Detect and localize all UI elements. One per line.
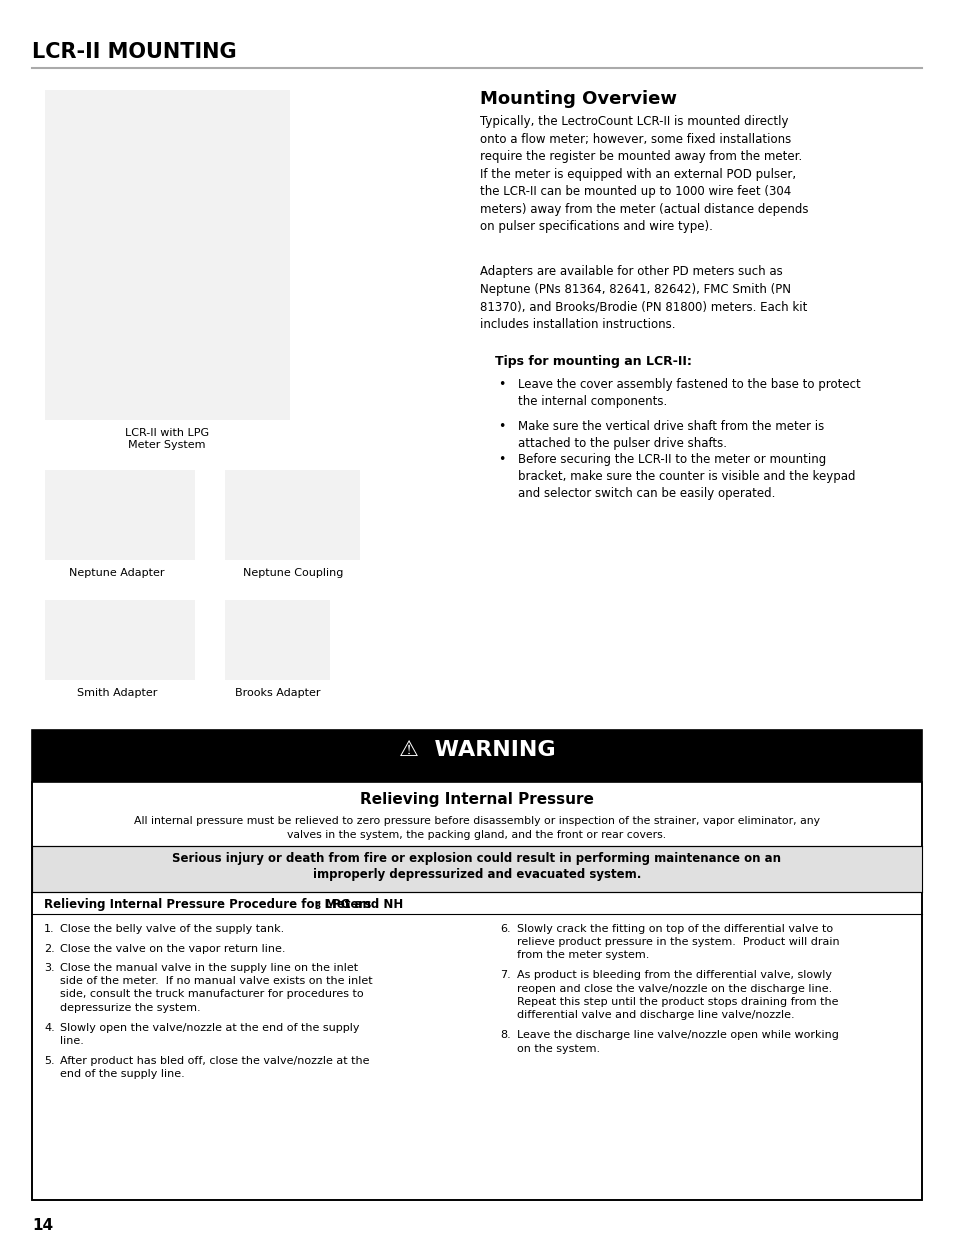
Text: 7.: 7. xyxy=(499,971,510,981)
Text: Adapters are available for other PD meters such as
Neptune (PNs 81364, 82641, 82: Adapters are available for other PD mete… xyxy=(479,266,806,331)
Text: Close the manual valve in the supply line on the inlet
side of the meter.  If no: Close the manual valve in the supply lin… xyxy=(60,963,373,1013)
Text: Relieving Internal Pressure Procedure for LPG and NH: Relieving Internal Pressure Procedure fo… xyxy=(44,898,403,911)
Text: ⚠  WARNING: ⚠ WARNING xyxy=(398,740,555,760)
Text: Serious injury or death from fire or explosion could result in performing mainte: Serious injury or death from fire or exp… xyxy=(172,852,781,864)
Text: 6.: 6. xyxy=(499,924,510,934)
Text: Close the belly valve of the supply tank.: Close the belly valve of the supply tank… xyxy=(60,924,284,934)
Bar xyxy=(45,90,290,420)
Text: After product has bled off, close the valve/nozzle at the
end of the supply line: After product has bled off, close the va… xyxy=(60,1056,369,1079)
Text: LCR-II with LPG
Meter System: LCR-II with LPG Meter System xyxy=(125,429,209,450)
Text: Brooks Adapter: Brooks Adapter xyxy=(235,688,320,698)
Text: 3.: 3. xyxy=(44,963,54,973)
Text: 1.: 1. xyxy=(44,924,54,934)
Text: Tips for mounting an LCR-II:: Tips for mounting an LCR-II: xyxy=(495,354,691,368)
Text: 3: 3 xyxy=(314,902,320,911)
Text: Slowly crack the fitting on top of the differential valve to
relieve product pre: Slowly crack the fitting on top of the d… xyxy=(517,924,839,961)
Text: Make sure the vertical drive shaft from the meter is
attached to the pulser driv: Make sure the vertical drive shaft from … xyxy=(517,420,823,450)
Text: improperly depressurized and evacuated system.: improperly depressurized and evacuated s… xyxy=(313,868,640,881)
Text: Leave the discharge line valve/nozzle open while working
on the system.: Leave the discharge line valve/nozzle op… xyxy=(517,1030,838,1053)
Text: 14: 14 xyxy=(32,1218,53,1233)
Bar xyxy=(45,471,194,559)
Text: 8.: 8. xyxy=(499,1030,510,1041)
Text: Mounting Overview: Mounting Overview xyxy=(479,90,677,107)
Text: Leave the cover assembly fastened to the base to protect
the internal components: Leave the cover assembly fastened to the… xyxy=(517,378,860,408)
Text: Slowly open the valve/nozzle at the end of the supply
line.: Slowly open the valve/nozzle at the end … xyxy=(60,1023,359,1046)
Text: As product is bleeding from the differential valve, slowly
reopen and close the : As product is bleeding from the differen… xyxy=(517,971,838,1020)
Text: •: • xyxy=(497,453,505,466)
Bar xyxy=(32,846,921,892)
Text: Smith Adapter: Smith Adapter xyxy=(77,688,157,698)
Bar xyxy=(225,471,359,559)
Text: Typically, the LectroCount LCR-II is mounted directly
onto a flow meter; however: Typically, the LectroCount LCR-II is mou… xyxy=(479,115,807,233)
Bar xyxy=(32,846,921,892)
Bar xyxy=(32,782,921,1200)
Bar xyxy=(32,730,921,1200)
Text: All internal pressure must be relieved to zero pressure before disassembly or in: All internal pressure must be relieved t… xyxy=(133,816,820,826)
Text: 5.: 5. xyxy=(44,1056,54,1066)
Text: LCR-II MOUNTING: LCR-II MOUNTING xyxy=(32,42,236,62)
Text: valves in the system, the packing gland, and the front or rear covers.: valves in the system, the packing gland,… xyxy=(287,830,666,840)
Text: 4.: 4. xyxy=(44,1023,54,1032)
Bar xyxy=(225,600,330,680)
Text: Neptune Adapter: Neptune Adapter xyxy=(70,568,165,578)
Text: Neptune Coupling: Neptune Coupling xyxy=(243,568,343,578)
Text: Relieving Internal Pressure: Relieving Internal Pressure xyxy=(359,792,594,806)
Text: Before securing the LCR-II to the meter or mounting
bracket, make sure the count: Before securing the LCR-II to the meter … xyxy=(517,453,855,500)
Text: •: • xyxy=(497,378,505,391)
Text: Close the valve on the vapor return line.: Close the valve on the vapor return line… xyxy=(60,944,285,953)
Text: Meters: Meters xyxy=(321,898,372,911)
Text: 2.: 2. xyxy=(44,944,54,953)
Text: •: • xyxy=(497,420,505,433)
Bar xyxy=(45,600,194,680)
Bar xyxy=(32,730,921,782)
